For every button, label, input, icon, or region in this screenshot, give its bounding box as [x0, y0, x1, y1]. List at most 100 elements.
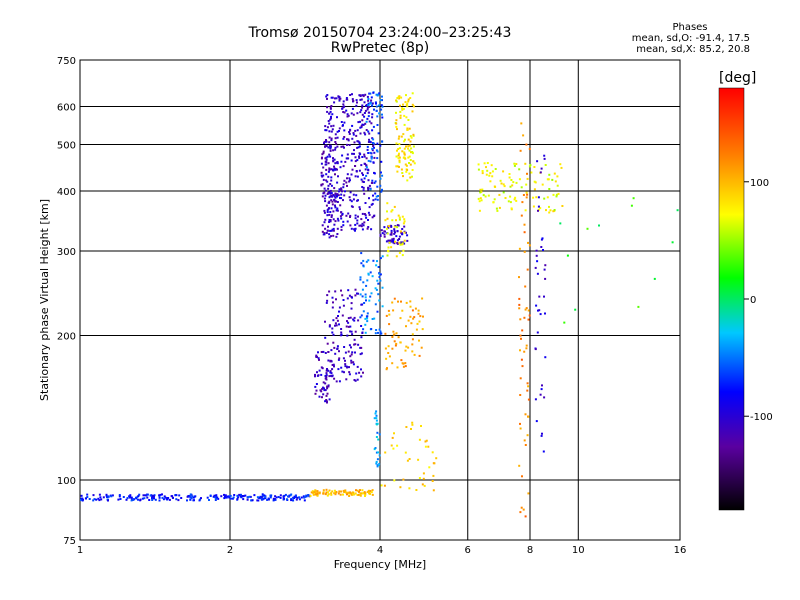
data-point: [348, 366, 350, 369]
data-point: [332, 218, 335, 221]
data-point: [332, 319, 335, 322]
data-point: [342, 124, 344, 127]
data-point: [338, 306, 341, 309]
data-point: [378, 273, 381, 276]
data-point: [332, 124, 335, 127]
data-point: [530, 171, 533, 174]
chart-subtitle: RwPretec (8p): [330, 40, 430, 56]
data-point: [410, 428, 412, 430]
data-point: [422, 477, 425, 480]
data-point: [325, 372, 328, 375]
data-point: [385, 240, 388, 243]
data-point: [352, 132, 355, 134]
data-point: [137, 495, 140, 497]
data-point: [519, 334, 522, 337]
data-point: [334, 173, 336, 176]
data-point: [362, 264, 365, 267]
data-point: [519, 377, 522, 380]
data-point: [537, 309, 539, 312]
x-tick-label: 2: [227, 545, 233, 556]
data-point: [272, 497, 275, 500]
data-point: [335, 324, 338, 327]
data-point: [371, 116, 374, 119]
data-point: [380, 229, 383, 232]
data-point: [318, 369, 321, 372]
data-point: [152, 495, 155, 498]
data-point: [341, 370, 344, 373]
data-point: [411, 92, 414, 95]
data-point: [598, 224, 600, 227]
data-point: [365, 120, 368, 123]
data-point: [232, 496, 235, 499]
data-point: [334, 204, 336, 207]
data-point: [381, 286, 384, 289]
data-point: [279, 494, 282, 497]
data-point: [364, 122, 367, 125]
y-tick-label: 75: [63, 536, 76, 547]
data-point: [353, 319, 356, 322]
data-point: [335, 317, 338, 320]
data-point: [420, 346, 423, 349]
data-point: [387, 352, 390, 354]
data-point: [363, 131, 366, 134]
data-point: [358, 490, 360, 493]
data-point: [479, 197, 482, 200]
data-point: [372, 145, 375, 147]
data-point: [364, 202, 367, 204]
data-point: [341, 107, 344, 110]
data-point: [411, 169, 414, 171]
data-point: [511, 184, 514, 187]
data-point: [371, 275, 374, 278]
data-point: [526, 193, 529, 196]
data-point: [348, 180, 351, 183]
data-point: [192, 499, 195, 502]
data-point: [353, 316, 356, 319]
data-point: [324, 400, 327, 403]
data-point: [354, 223, 357, 226]
data-point: [404, 349, 407, 352]
data-point: [407, 147, 409, 150]
data-point: [536, 331, 539, 334]
data-point: [407, 119, 410, 121]
data-point: [129, 495, 131, 498]
data-point: [323, 232, 326, 235]
data-point: [360, 303, 363, 306]
data-point: [214, 496, 217, 499]
data-point: [346, 184, 348, 187]
data-point: [402, 249, 405, 252]
data-point: [364, 493, 367, 496]
data-point: [328, 136, 331, 139]
data-point: [403, 147, 406, 150]
data-point: [327, 359, 330, 362]
y-tick-label: 500: [57, 141, 76, 152]
data-point: [326, 400, 328, 403]
data-point: [344, 351, 347, 354]
data-point: [267, 497, 270, 500]
data-point: [336, 201, 339, 203]
data-point: [538, 309, 541, 312]
data-point: [370, 155, 373, 158]
data-point: [524, 413, 527, 416]
data-point: [510, 207, 513, 210]
data-point: [397, 137, 400, 140]
data-point: [192, 496, 195, 499]
data-point: [366, 95, 369, 98]
data-point: [546, 196, 549, 199]
data-point: [520, 337, 522, 340]
data-point: [350, 112, 353, 115]
data-point: [355, 170, 358, 172]
data-point: [393, 297, 396, 300]
data-point: [325, 129, 328, 132]
data-point: [417, 309, 420, 312]
data-point: [165, 497, 168, 500]
data-point: [378, 299, 381, 302]
data-point: [496, 209, 499, 212]
data-point: [336, 345, 339, 348]
data-point: [524, 209, 527, 212]
data-point: [329, 147, 332, 150]
data-point: [398, 218, 401, 221]
data-point: [392, 330, 395, 333]
data-point: [380, 160, 383, 163]
data-point: [361, 113, 364, 116]
data-point: [340, 160, 343, 163]
